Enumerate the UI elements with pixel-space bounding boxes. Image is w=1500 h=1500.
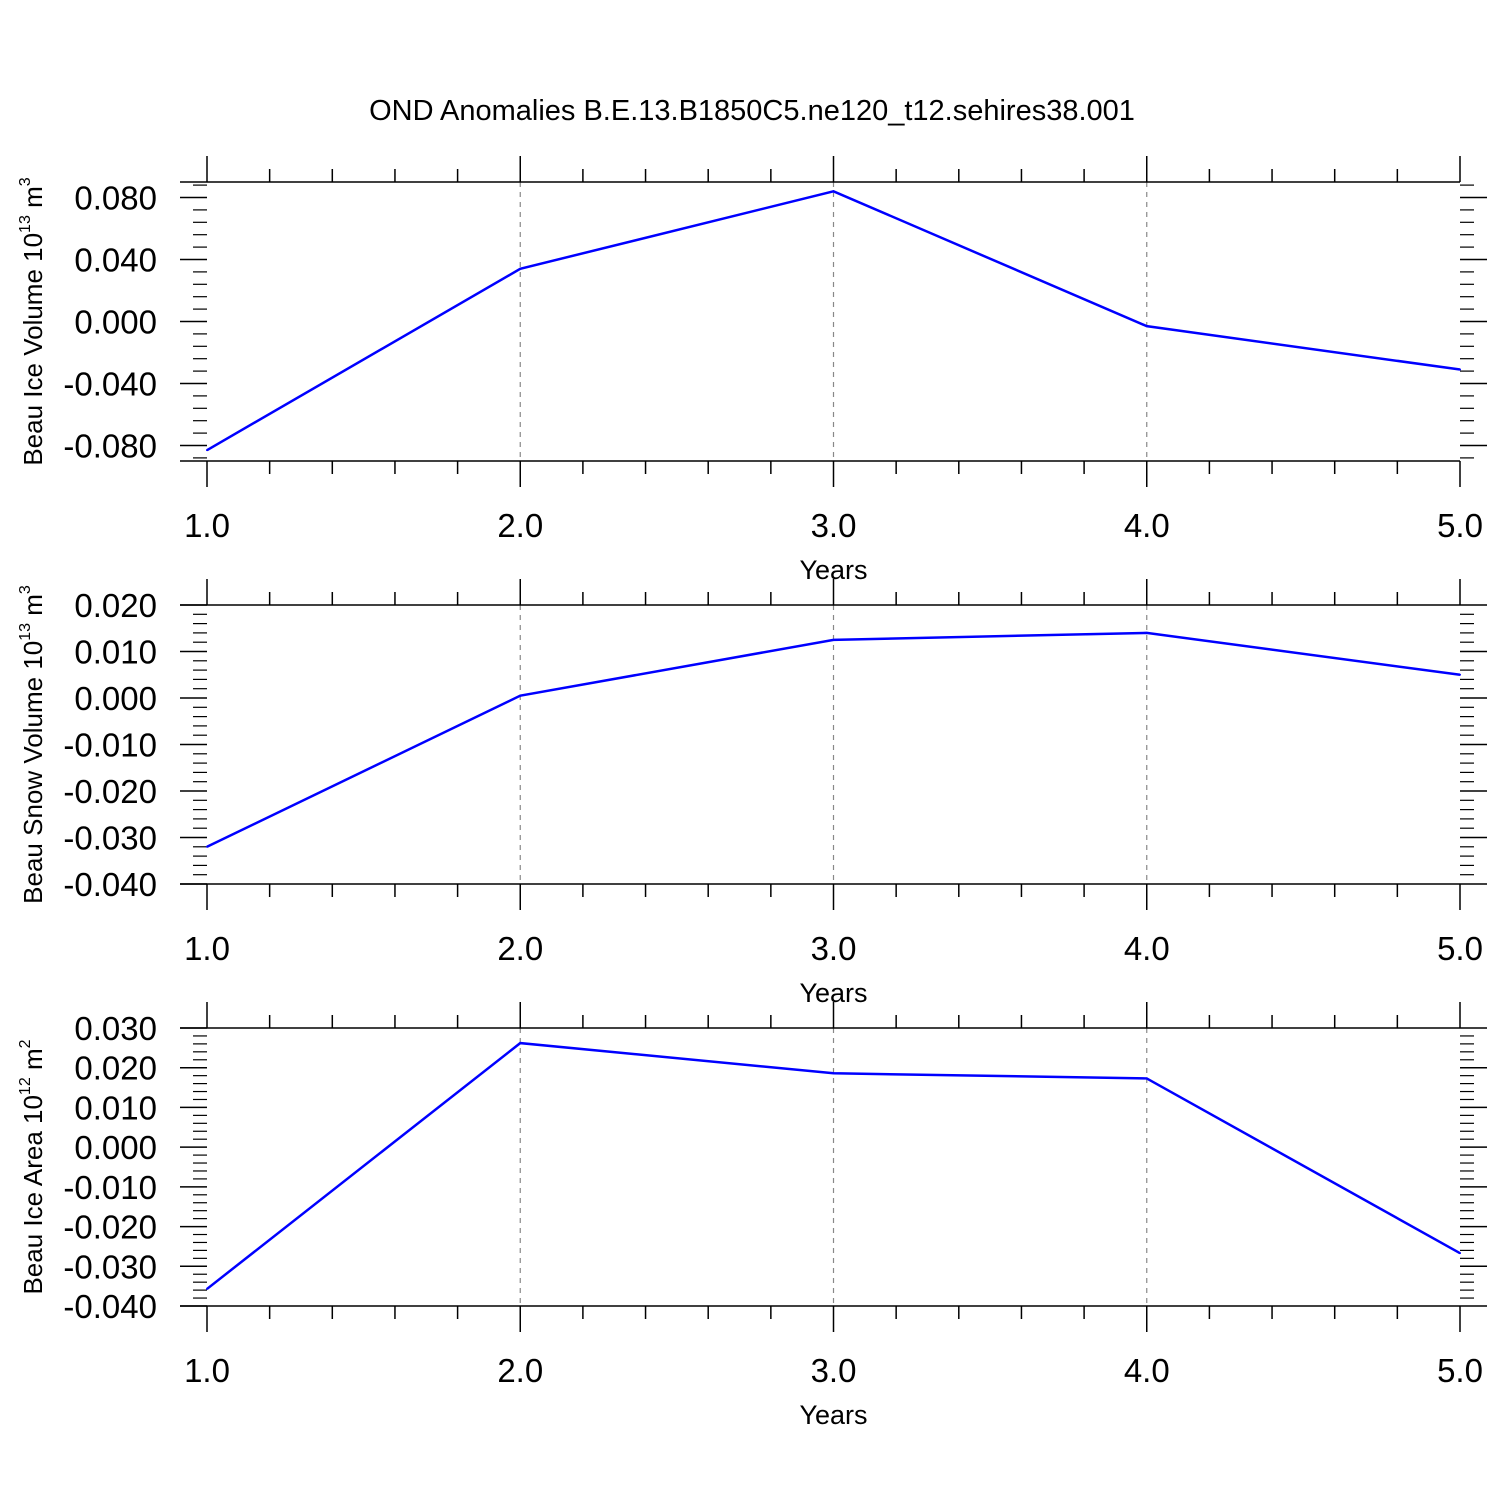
data-point: [1145, 631, 1148, 634]
x-tick-label: 5.0: [1437, 507, 1483, 544]
x-tick-label: 5.0: [1437, 930, 1483, 967]
data-point: [1459, 1252, 1461, 1255]
x-tick-label: 4.0: [1124, 507, 1170, 544]
data-point: [1459, 673, 1461, 676]
figure-title: OND Anomalies B.E.13.B1850C5.ne120_t12.s…: [369, 95, 1135, 127]
y-tick-label: -0.010: [63, 1169, 157, 1206]
data-point: [519, 267, 522, 270]
x-tick-label: 5.0: [1437, 1352, 1483, 1389]
x-tick-label: 2.0: [497, 930, 543, 967]
y-tick-label: 0.010: [74, 634, 157, 671]
x-tick-label: 3.0: [811, 507, 857, 544]
y-tick-label: -0.020: [63, 1209, 157, 1246]
x-tick-label: 3.0: [811, 1352, 857, 1389]
data-point: [206, 1287, 208, 1290]
y-tick-label: 0.000: [74, 1129, 157, 1166]
y-tick-label: 0.080: [74, 180, 157, 217]
x-tick-label: 2.0: [497, 507, 543, 544]
y-axis-title: Beau Ice Area 1012 m2: [17, 1039, 48, 1294]
y-tick-label: 0.030: [74, 1010, 157, 1047]
y-tick-label: 0.000: [74, 680, 157, 717]
y-tick-label: -0.020: [63, 773, 157, 810]
y-tick-label: 0.020: [74, 587, 157, 624]
y-axis-title: Beau Ice Volume 1013 m3: [17, 177, 48, 465]
x-tick-label: 1.0: [184, 1352, 230, 1389]
data-point: [832, 190, 835, 193]
data-point: [519, 694, 522, 697]
x-tick-label: 1.0: [184, 507, 230, 544]
series-line-1: [206, 189, 1461, 452]
y-tick-label: -0.030: [63, 820, 157, 857]
x-tick-label: 4.0: [1124, 1352, 1170, 1389]
y-tick-label: 0.010: [74, 1089, 157, 1126]
data-point: [832, 638, 835, 641]
y-tick-label: -0.040: [63, 866, 157, 903]
y-tick-label: -0.040: [63, 1288, 157, 1325]
x-tick-label: 2.0: [497, 1352, 543, 1389]
chart-panel-2: 0.020 0.010 0.000 -0.010 -0.020 -0.030 -0.040 1…: [17, 579, 1487, 1008]
data-point: [1145, 325, 1148, 328]
y-tick-label: 0.020: [74, 1050, 157, 1087]
data-point: [206, 449, 208, 452]
data-point: [519, 1042, 522, 1045]
data-point: [1145, 1077, 1148, 1080]
y-tick-label: -0.080: [63, 428, 157, 465]
data-point: [1459, 368, 1461, 371]
chart-panel-3: 0.0300.0200.0100.000-0.010-0.020-0.030-0…: [17, 1002, 1487, 1430]
y-axis-title: Beau Snow Volume 1013 m3: [17, 585, 48, 904]
y-tick-label: -0.010: [63, 727, 157, 764]
x-tick-label: 3.0: [811, 930, 857, 967]
data-point: [832, 1072, 835, 1075]
y-tick-label: 0.000: [74, 304, 157, 341]
y-tick-label: 0.040: [74, 242, 157, 279]
x-tick-label: 1.0: [184, 930, 230, 967]
x-tick-label: 4.0: [1124, 930, 1170, 967]
y-tick-label: -0.040: [63, 366, 157, 403]
x-axis-title: Years: [799, 1400, 867, 1430]
chart-panel-1: 0.080 0.040 0.000 -0.040 -0.080 1.0 2.0 3.0 4.0 5…: [17, 156, 1487, 585]
y-tick-label: -0.030: [63, 1248, 157, 1285]
data-point: [206, 845, 208, 848]
